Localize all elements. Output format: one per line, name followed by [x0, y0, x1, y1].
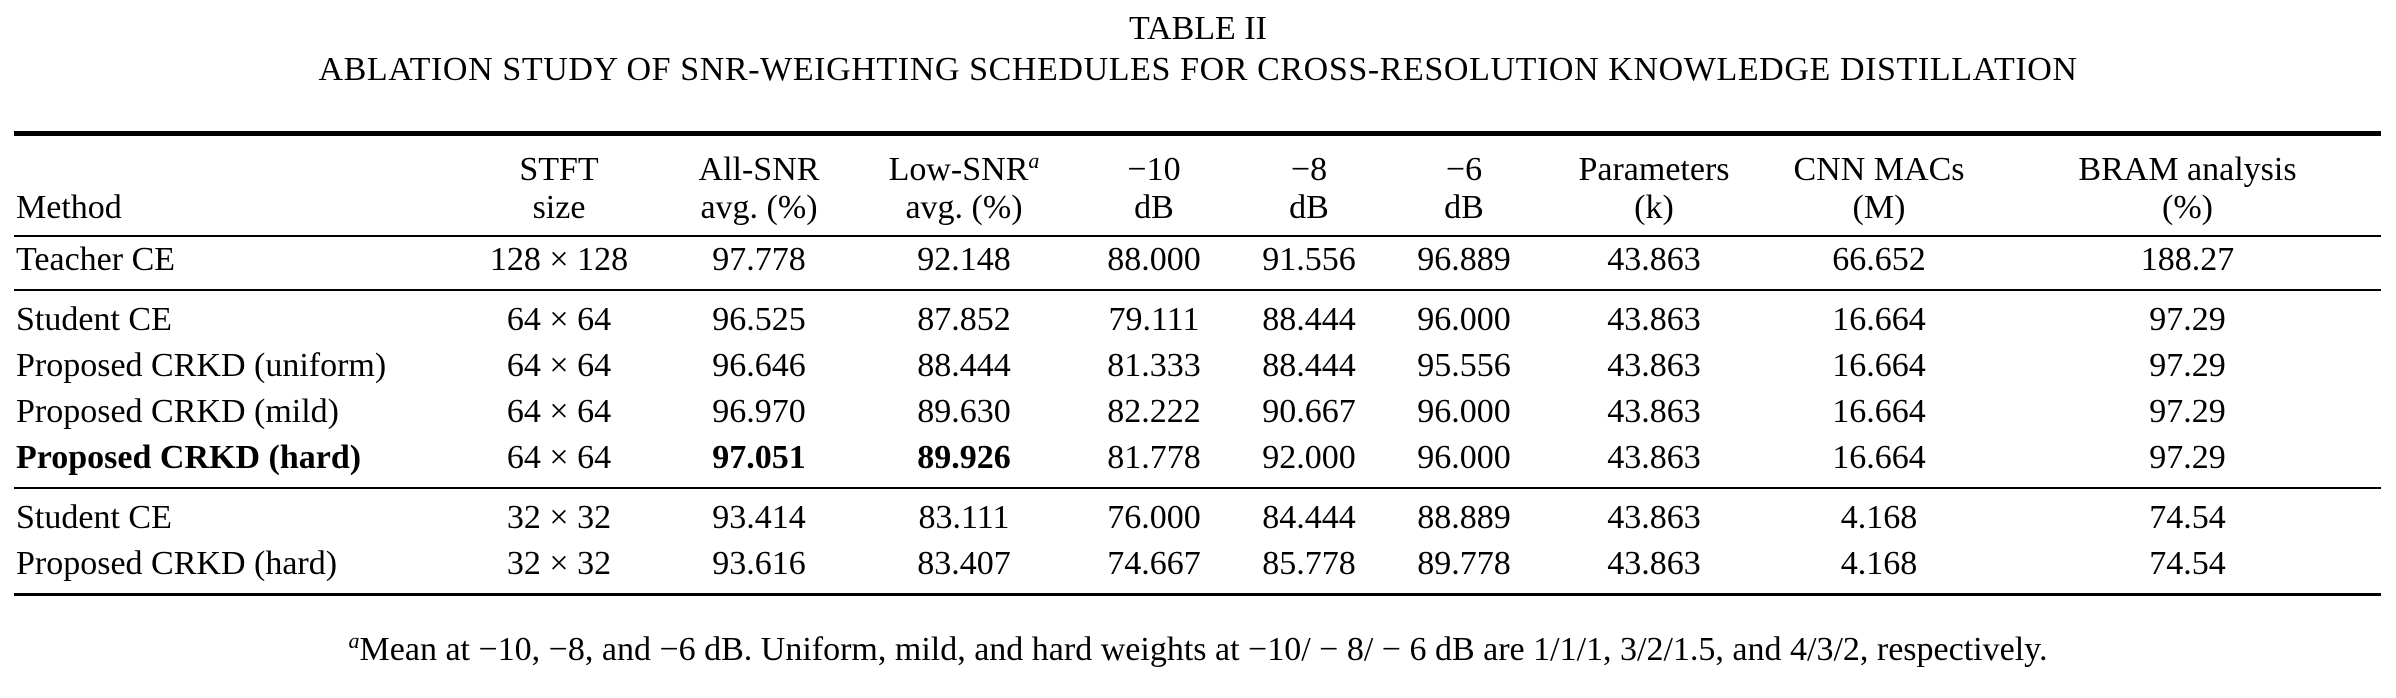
cell-m6: 96.000: [1384, 289, 1544, 343]
cell-low-snr: 83.111: [854, 487, 1074, 541]
cell-method: Proposed CRKD (uniform): [16, 347, 387, 384]
table-row: Proposed CRKD (hard) 32 × 32 93.616 83.4…: [14, 541, 2381, 596]
cell-m8: 85.778: [1234, 541, 1384, 596]
header-bram: BRAM analysis (%): [1994, 135, 2381, 237]
table-row: Student CE 32 × 32 93.414 83.111 76.000 …: [14, 487, 2381, 541]
header-m8: −8 dB: [1234, 135, 1384, 237]
cell-stft: 32 × 32: [454, 487, 664, 541]
cell-m8: 91.556: [1262, 241, 1356, 278]
cell-parameters: 43.863: [1544, 541, 1764, 596]
table-row: Proposed CRKD (hard) 64 × 64 97.051 89.9…: [14, 435, 2381, 488]
table-row: Proposed CRKD (mild) 64 × 64 96.970 89.6…: [14, 389, 2381, 435]
cell-m8: 92.000: [1262, 439, 1356, 476]
cell-method: Student CE: [14, 487, 454, 541]
header-parameters: Parameters (k): [1544, 135, 1764, 237]
header-method: Method: [14, 135, 454, 237]
cell-bram: 74.54: [1994, 541, 2381, 596]
table-footnote: aMean at −10, −8, and −6 dB. Uniform, mi…: [0, 628, 2396, 669]
cell-m10: 79.111: [1074, 289, 1234, 343]
cell-m6: 88.889: [1384, 487, 1544, 541]
cell-stft: 64 × 64: [454, 289, 664, 343]
header-m10: −10 dB: [1074, 135, 1234, 237]
cell-m10: 81.333: [1107, 347, 1201, 384]
cell-macs: 4.168: [1764, 487, 1994, 541]
cell-macs: 16.664: [1764, 289, 1994, 343]
cell-m8: 88.444: [1234, 289, 1384, 343]
cell-m6: 96.000: [1417, 439, 1511, 476]
cell-low-snr: 88.444: [917, 347, 1011, 384]
header-low-snr: Low-SNRa avg. (%): [854, 135, 1074, 237]
cell-parameters: 43.863: [1607, 439, 1701, 476]
cell-method: Proposed CRKD (hard): [14, 541, 454, 596]
header-m6: −6 dB: [1384, 135, 1544, 237]
cell-macs: 16.664: [1832, 439, 1926, 476]
cell-parameters: 43.863: [1607, 347, 1701, 384]
cell-all-snr: 93.414: [664, 487, 854, 541]
cell-bram: 74.54: [1994, 487, 2381, 541]
cell-parameters: 43.863: [1544, 487, 1764, 541]
cell-parameters: 43.863: [1607, 241, 1701, 278]
cell-all-snr: 97.778: [712, 241, 806, 278]
table-title: ABLATION STUDY OF SNR-WEIGHTING SCHEDULE…: [318, 51, 2078, 88]
cell-low-snr: 89.926: [917, 439, 1011, 476]
cell-all-snr: 96.646: [712, 347, 806, 384]
footnote-text: Mean at −10, −8, and −6 dB. Uniform, mil…: [359, 631, 2048, 668]
header-row: Method STFT size All-SNR avg. (%) Low-SNRa…: [14, 135, 2381, 237]
cell-stft: 128 × 128: [489, 241, 629, 278]
cell-stft: 32 × 32: [454, 541, 664, 596]
cell-m8: 88.444: [1262, 347, 1356, 384]
header-all-snr: All-SNR avg. (%): [664, 135, 854, 237]
table-caption: TABLE II ABLATION STUDY OF SNR-WEIGHTING…: [0, 0, 2396, 90]
cell-parameters: 43.863: [1544, 289, 1764, 343]
table-row: Proposed CRKD (uniform) 64 × 64 96.646 8…: [14, 343, 2381, 389]
cell-low-snr: 83.407: [854, 541, 1074, 596]
table-wrapper: Method STFT size All-SNR avg. (%) Low-SNRa…: [14, 131, 2381, 596]
cell-m10: 82.222: [1107, 393, 1201, 430]
cell-all-snr: 97.051: [712, 439, 806, 476]
cell-m6: 96.889: [1417, 241, 1511, 278]
cell-macs: 16.664: [1832, 393, 1926, 430]
cell-macs: 16.664: [1832, 347, 1926, 384]
cell-m6: 96.000: [1417, 393, 1511, 430]
cell-bram: 97.29: [2149, 347, 2226, 384]
cell-stft: 64 × 64: [506, 393, 612, 430]
table-label: TABLE II: [1129, 10, 1267, 47]
cell-m10: 76.000: [1074, 487, 1234, 541]
cell-bram: 97.29: [2149, 393, 2226, 430]
cell-method: Proposed CRKD (hard): [16, 439, 362, 476]
cell-bram: 97.29: [1994, 289, 2381, 343]
cell-low-snr: 89.630: [917, 393, 1011, 430]
cell-macs: 4.168: [1764, 541, 1994, 596]
cell-method: Student CE: [14, 289, 454, 343]
cell-stft: 64 × 64: [506, 347, 612, 384]
header-macs: CNN MACs (M): [1764, 135, 1994, 237]
footnote-marker: a: [348, 628, 360, 653]
cell-all-snr: 96.970: [712, 393, 806, 430]
footnote-marker: a: [1028, 148, 1040, 173]
cell-bram: 97.29: [2149, 439, 2226, 476]
cell-low-snr: 92.148: [917, 241, 1011, 278]
cell-all-snr: 96.525: [664, 289, 854, 343]
cell-bram: 188.27: [2140, 241, 2235, 278]
cell-m8: 84.444: [1234, 487, 1384, 541]
cell-m6: 89.778: [1384, 541, 1544, 596]
cell-stft: 64 × 64: [506, 439, 612, 476]
cell-macs: 66.652: [1832, 241, 1926, 278]
cell-m10: 81.778: [1107, 439, 1201, 476]
cell-m6: 95.556: [1417, 347, 1511, 384]
header-stft: STFT size: [454, 135, 664, 237]
cell-method: Proposed CRKD (mild): [16, 393, 339, 430]
cell-parameters: 43.863: [1607, 393, 1701, 430]
cell-all-snr: 93.616: [664, 541, 854, 596]
cell-low-snr: 87.852: [854, 289, 1074, 343]
cell-m8: 90.667: [1262, 393, 1356, 430]
cell-m10: 74.667: [1074, 541, 1234, 596]
table-row: Student CE 64 × 64 96.525 87.852 79.111 …: [14, 289, 2381, 343]
cell-m10: 88.000: [1107, 241, 1201, 278]
table-row: Teacher CE 128 × 128 97.778 92.148 88.00…: [14, 236, 2381, 290]
ablation-table: Method STFT size All-SNR avg. (%) Low-SNRa…: [14, 131, 2381, 596]
cell-method: Teacher CE: [16, 241, 176, 278]
